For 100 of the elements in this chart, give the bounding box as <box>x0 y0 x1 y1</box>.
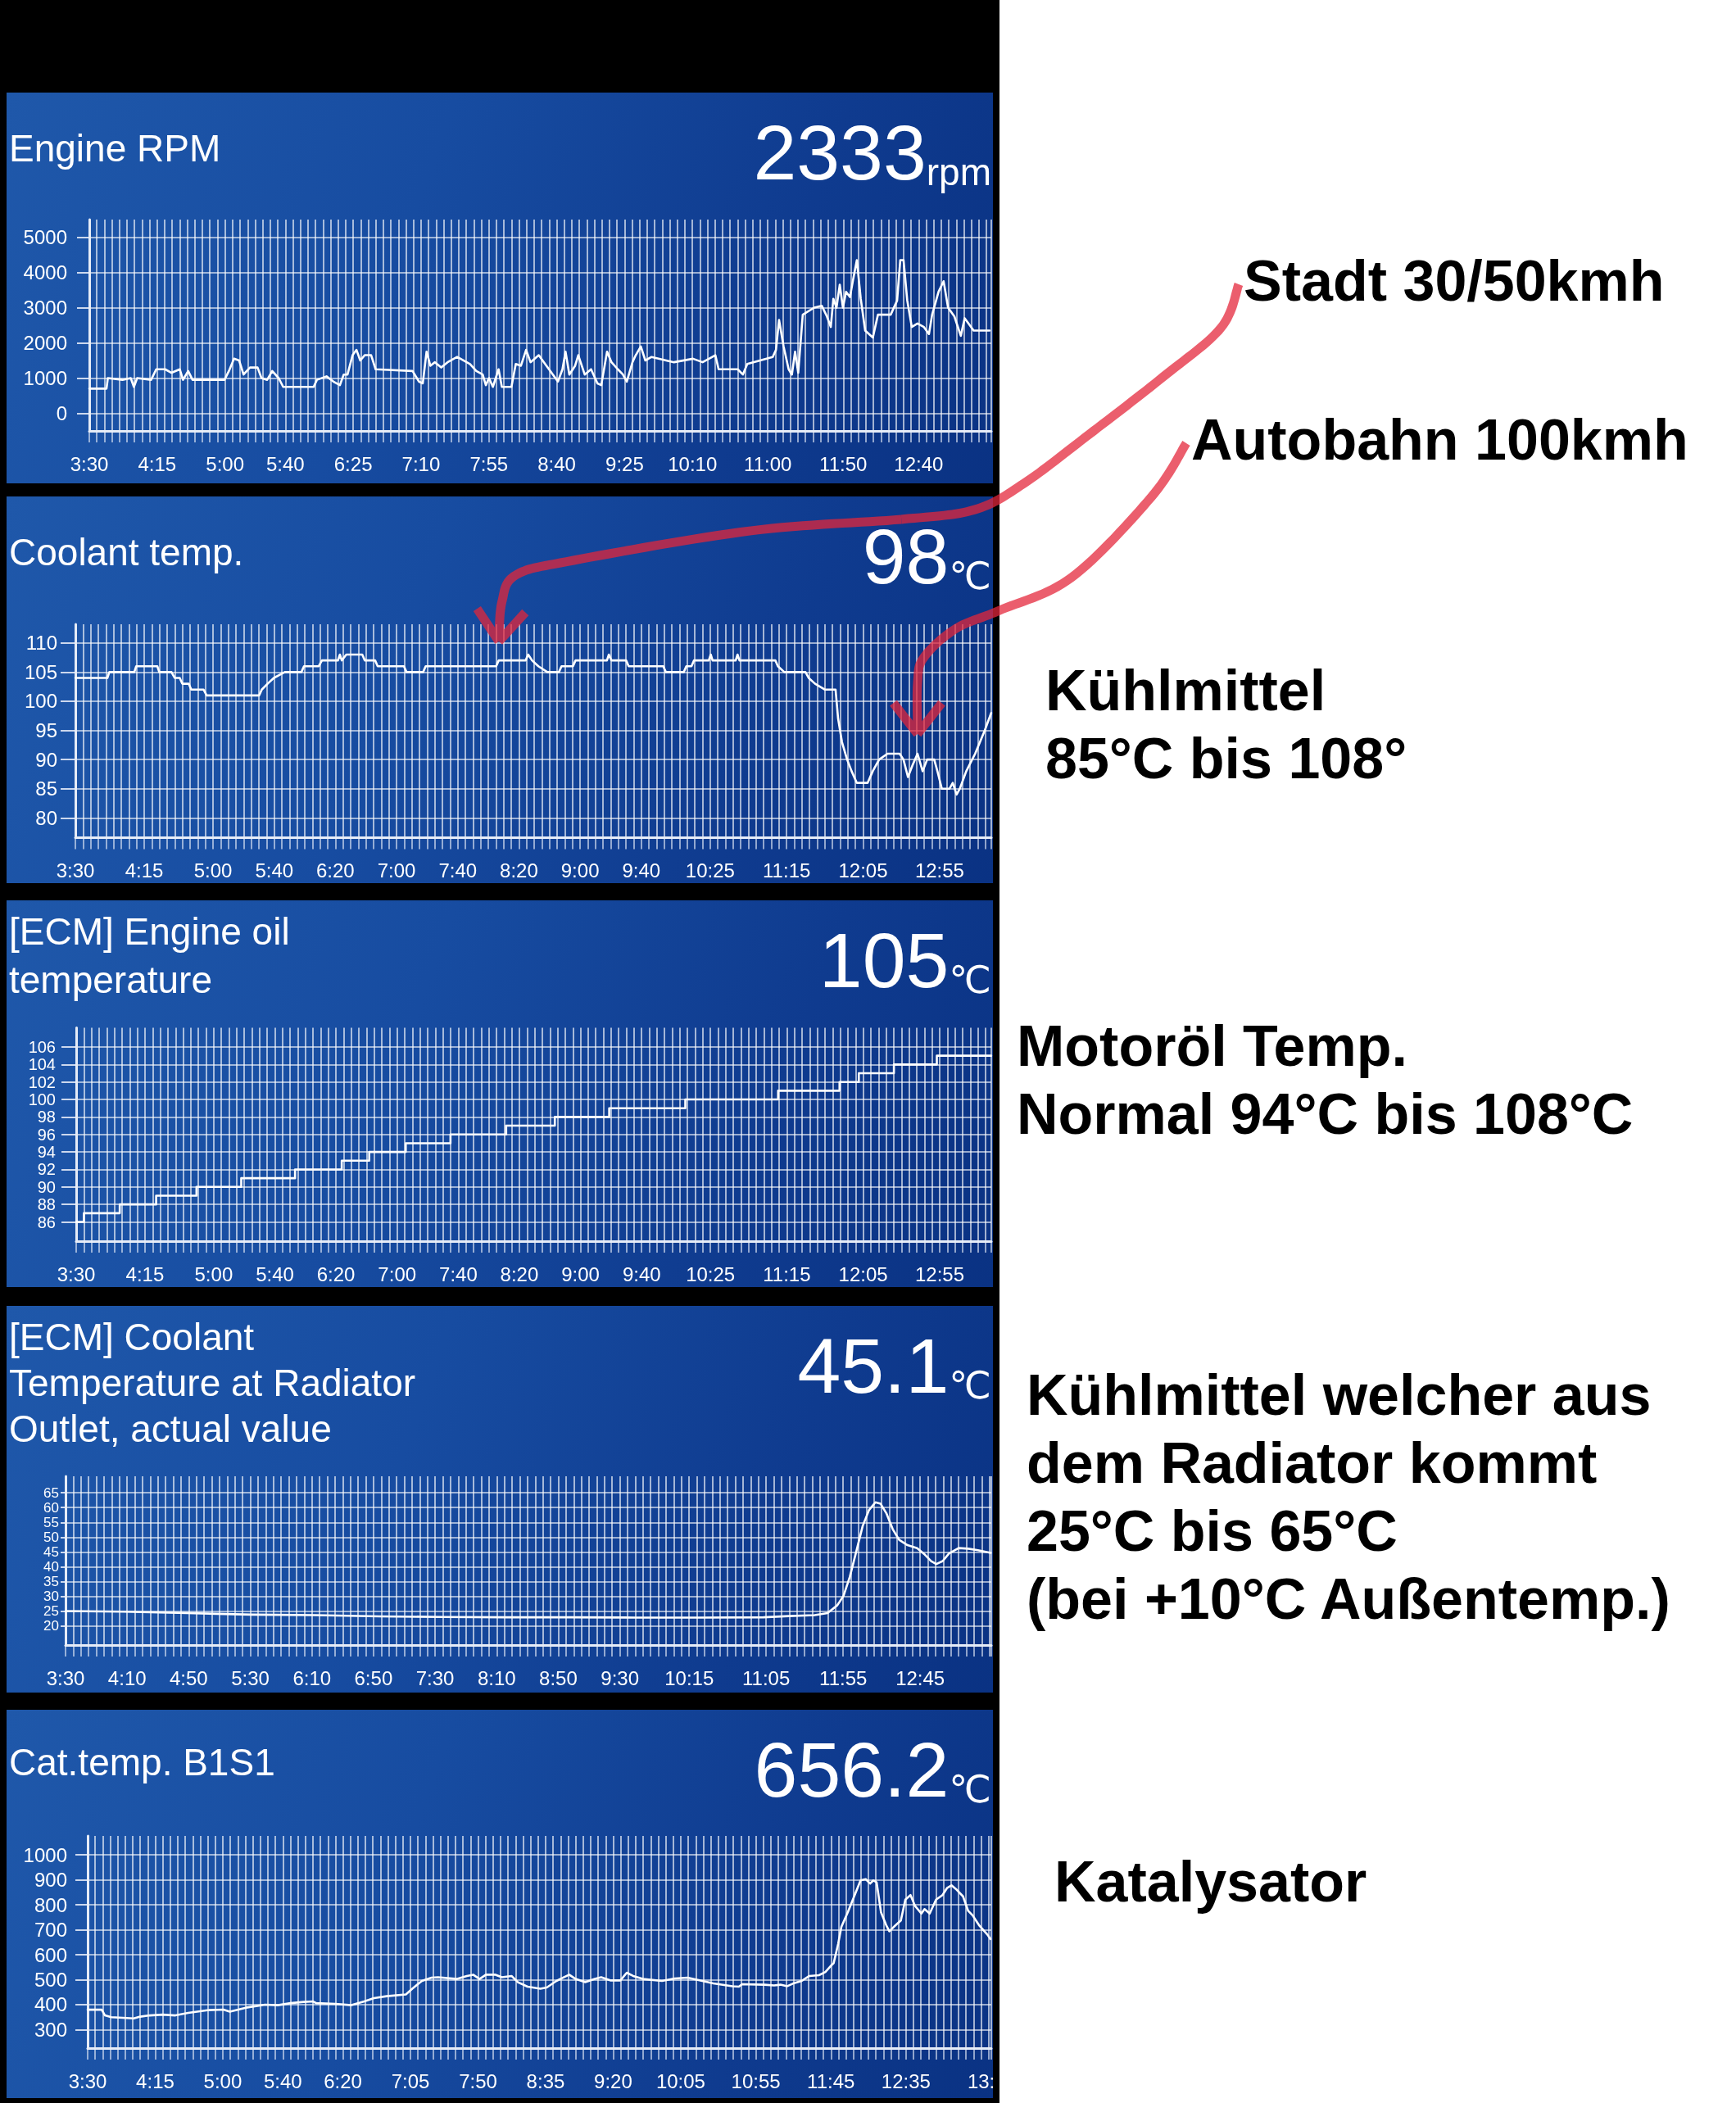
y-tick-label: 98 <box>37 1108 56 1126</box>
x-tick-label: 9:00 <box>561 1262 600 1285</box>
x-tick-label: 10:25 <box>685 859 735 882</box>
x-tick-label: 9:30 <box>601 1666 640 1689</box>
text: Kühlmittel 85°C bis 108° <box>1045 658 1407 792</box>
y-tick-label: 102 <box>28 1072 56 1091</box>
x-tick-label: 7:55 <box>469 452 509 475</box>
text: Stadt 30/50kmh <box>1244 248 1665 315</box>
x-tick-label: 11:55 <box>819 1666 868 1689</box>
x-tick-label: 4:50 <box>169 1666 208 1689</box>
x-tick-label: 4:15 <box>136 2069 175 2092</box>
chart-title: [ECM] Engine oil temperature <box>9 910 290 1001</box>
x-tick-label: 10:15 <box>664 1666 714 1689</box>
chart-title: Cat.temp. B1S1 <box>9 1741 275 1783</box>
x-tick-label: 10:05 <box>655 2069 705 2092</box>
y-tick-label: 95 <box>35 719 57 742</box>
x-tick-label: 6:25 <box>333 452 373 475</box>
chart-title: Engine RPM <box>9 127 221 170</box>
x-tick-label: 11:45 <box>807 2069 855 2092</box>
y-tick-label: 4000 <box>23 261 67 283</box>
y-tick-label: 400 <box>34 1993 67 2016</box>
x-tick-label: 9:40 <box>622 859 661 882</box>
y-tick-label: 80 <box>35 806 57 829</box>
x-tick-label: 7:10 <box>401 452 441 475</box>
y-tick-label: 35 <box>43 1573 59 1589</box>
y-tick-label: 110 <box>25 632 57 655</box>
x-tick-label: 3:30 <box>46 1666 85 1689</box>
x-tick-label: 7:05 <box>391 2069 430 2092</box>
chart-subtitle: 105℃ <box>818 916 992 1004</box>
text: Katalysator <box>1054 1849 1367 1915</box>
x-tick-label: 7:40 <box>439 1262 478 1285</box>
text: Kühlmittel welcher aus dem Radiator kommt 25°C bis 65°C (bei +10°C Außentemp.) <box>1027 1362 1670 1633</box>
chart-title: [ECM] Coolant Temperature at Radiator Outlet, actual value <box>9 1316 416 1450</box>
y-tick-label: 90 <box>35 748 57 771</box>
x-tick-label: 5:00 <box>206 452 245 475</box>
y-tick-label: 65 <box>43 1484 59 1501</box>
x-tick-label: 11:50 <box>819 452 868 475</box>
x-tick-label: 8:20 <box>500 1262 539 1285</box>
x-tick-label: 12:55 <box>914 1262 965 1285</box>
y-tick-label: 3000 <box>23 297 67 319</box>
x-tick-label: 11:15 <box>763 1262 811 1285</box>
x-tick-label: 11:00 <box>744 452 792 475</box>
x-tick-label: 12:05 <box>838 1262 888 1285</box>
x-tick-label: 8:35 <box>526 2069 565 2092</box>
y-tick-label: 60 <box>43 1499 59 1516</box>
y-tick-label: 100 <box>24 690 57 713</box>
x-tick-label: 10:55 <box>731 2069 781 2092</box>
x-tick-label: 4:15 <box>125 1262 165 1285</box>
x-tick-label: 8:20 <box>500 859 538 882</box>
x-tick-label: 3:30 <box>57 1262 96 1285</box>
x-tick-label: 10:10 <box>668 452 718 475</box>
x-tick-label: 3:30 <box>70 452 109 475</box>
y-tick-label: 96 <box>37 1125 56 1144</box>
text: Autobahn 100kmh <box>1191 407 1688 474</box>
y-tick-label: 105 <box>24 660 57 683</box>
chart-title: Coolant temp. <box>9 530 244 573</box>
y-tick-label: 106 <box>28 1037 56 1056</box>
x-tick-label: 6:20 <box>316 1262 356 1285</box>
y-tick-label: 40 <box>43 1558 59 1575</box>
y-tick-label: 700 <box>34 1919 67 1942</box>
y-tick-label: 900 <box>34 1869 67 1892</box>
y-tick-label: 25 <box>43 1603 59 1620</box>
y-tick-label: 500 <box>34 1969 67 1992</box>
y-tick-label: 1000 <box>23 1843 67 1866</box>
y-tick-label: 90 <box>37 1177 56 1196</box>
x-tick-label: 3:30 <box>68 2069 107 2092</box>
y-tick-label: 2000 <box>23 332 67 354</box>
x-tick-label: 12:45 <box>895 1666 945 1689</box>
x-tick-label: 6:20 <box>324 2069 362 2092</box>
x-tick-label: 8:50 <box>539 1666 578 1689</box>
x-tick-label: 11:15 <box>763 859 811 882</box>
x-tick-label: 9:40 <box>622 1262 661 1285</box>
x-tick-label: 8:40 <box>537 452 576 475</box>
y-tick-label: 30 <box>43 1588 59 1604</box>
x-tick-label: 5:30 <box>231 1666 270 1689</box>
chart-subtitle: 656.2℃ <box>754 1725 992 1813</box>
x-tick-label: 5:40 <box>255 859 294 882</box>
x-tick-label: 5:00 <box>194 1262 233 1285</box>
y-tick-label: 94 <box>37 1143 56 1162</box>
x-tick-label: 11:05 <box>742 1666 791 1689</box>
x-tick-label: 12:05 <box>838 859 888 882</box>
y-tick-label: 800 <box>34 1893 67 1916</box>
y-tick-label: 50 <box>43 1529 59 1545</box>
x-tick-label: 12:40 <box>894 452 944 475</box>
y-tick-label: 300 <box>34 2018 67 2041</box>
x-tick-label: 9:25 <box>605 452 644 475</box>
y-tick-label: 104 <box>28 1055 56 1074</box>
x-tick-label: 5:40 <box>265 452 305 475</box>
x-tick-label: 7:40 <box>438 859 478 882</box>
x-tick-label: 6:20 <box>316 859 355 882</box>
chart-subtitle: 45.1℃ <box>797 1321 992 1409</box>
x-tick-label: 4:15 <box>125 859 164 882</box>
y-tick-label: 100 <box>28 1090 56 1109</box>
x-tick-label: 13: <box>967 2069 995 2092</box>
x-tick-label: 8:10 <box>477 1666 516 1689</box>
y-tick-label: 92 <box>37 1160 56 1179</box>
y-tick-label: 1000 <box>23 367 67 389</box>
x-tick-label: 9:00 <box>560 859 600 882</box>
chart-subtitle: 2333rpm <box>753 108 992 196</box>
x-tick-label: 10:25 <box>686 1262 736 1285</box>
